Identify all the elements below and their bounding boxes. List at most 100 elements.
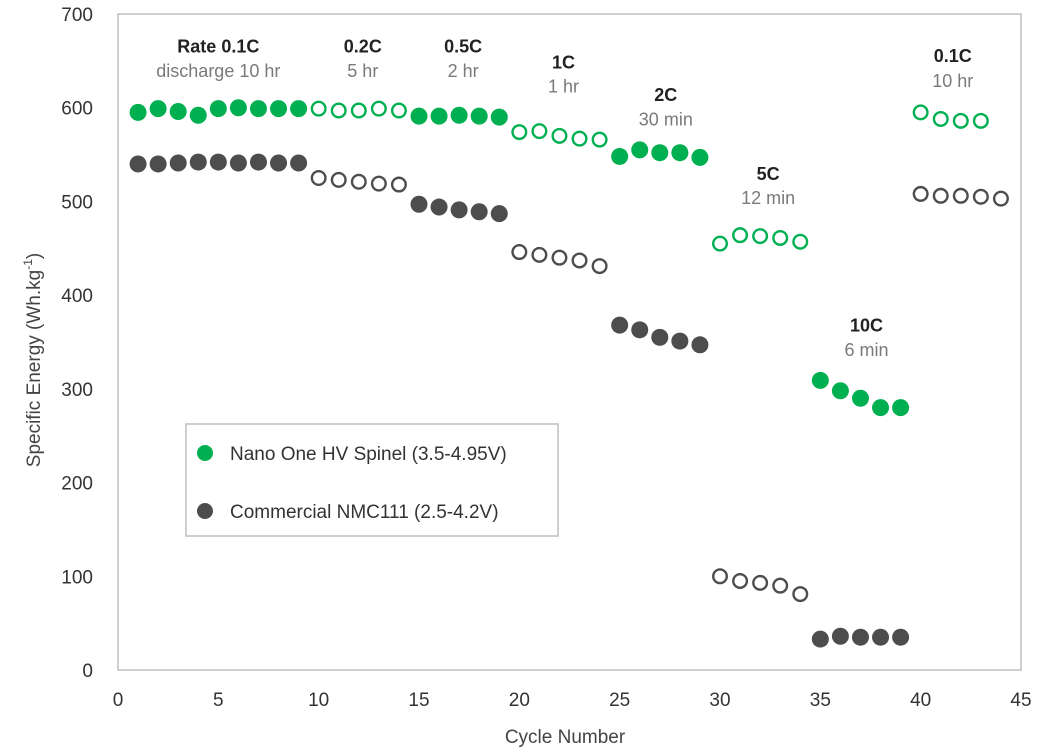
legend-label-spinel: Nano One HV Spinel (3.5-4.95V) xyxy=(230,444,507,465)
legend-marker-nmc111 xyxy=(197,503,213,519)
time-label: 30 min xyxy=(639,110,693,130)
plot-area xyxy=(117,13,1022,671)
nmc111-point xyxy=(450,201,468,219)
nmc111-point xyxy=(732,572,749,589)
nmc111-point xyxy=(831,627,849,645)
spinel-point xyxy=(792,233,809,250)
rate-label: 2C xyxy=(654,85,677,105)
spinel-point xyxy=(892,399,910,417)
x-tick-label: 15 xyxy=(408,690,429,711)
x-tick-label: 0 xyxy=(113,690,124,711)
nmc111-point xyxy=(310,169,327,186)
nmc111-point xyxy=(992,190,1009,207)
rate-label: Rate 0.1C xyxy=(177,36,259,56)
x-tick-label: 30 xyxy=(709,690,730,711)
spinel-point xyxy=(872,399,890,417)
nmc111-point xyxy=(811,630,829,648)
x-axis-ticks: 0 5 10 15 20 25 30 35 40 45 xyxy=(113,690,1032,711)
x-tick-label: 5 xyxy=(213,690,224,711)
spinel-point xyxy=(712,235,729,252)
rate-label: 0.5C xyxy=(444,36,482,56)
nmc111-point xyxy=(591,258,608,275)
spinel-point xyxy=(270,100,288,118)
legend-box xyxy=(185,423,559,537)
spinel-point xyxy=(972,112,989,129)
rate-label: 1C xyxy=(552,52,575,72)
spinel-point xyxy=(932,110,949,127)
rate-annotations: Rate 0.1C discharge 10 hr 0.2C 5 hr 0.5C 2 hr… xyxy=(156,36,973,360)
x-tick-label: 20 xyxy=(509,690,530,711)
y-tick-label: 300 xyxy=(61,380,93,401)
rate-label: 10C xyxy=(850,316,883,336)
nmc111-point xyxy=(611,316,629,334)
spinel-point xyxy=(470,107,488,125)
spinel-point xyxy=(831,382,849,400)
x-tick-label: 35 xyxy=(810,690,831,711)
nmc111-point xyxy=(189,153,207,171)
spinel-point xyxy=(671,144,689,162)
time-label: 1 hr xyxy=(548,77,579,97)
y-axis-label-end: ) xyxy=(24,253,45,259)
y-axis-label: Specific Energy (Wh.kg-1) xyxy=(21,253,45,467)
nmc111-point xyxy=(270,154,288,172)
spinel-point xyxy=(370,100,387,117)
spinel-point xyxy=(551,127,568,144)
y-tick-label: 500 xyxy=(61,192,93,213)
y-tick-label: 200 xyxy=(61,474,93,495)
nmc111-point xyxy=(792,586,809,603)
nmc111-point xyxy=(229,154,247,172)
nmc111-point xyxy=(892,628,910,646)
time-label: 10 hr xyxy=(932,71,973,91)
spinel-point xyxy=(591,131,608,148)
spinel-point xyxy=(952,112,969,129)
spinel-point xyxy=(430,107,448,125)
nmc111-point xyxy=(410,195,428,213)
nmc111-point xyxy=(872,628,890,646)
spinel-point xyxy=(490,108,508,126)
spinel-point xyxy=(691,148,709,166)
spinel-point xyxy=(631,141,649,159)
legend-label-nmc111: Commercial NMC111 (2.5-4.2V) xyxy=(230,502,499,523)
y-tick-label: 100 xyxy=(61,567,93,588)
spinel-point xyxy=(732,227,749,244)
nmc111-point xyxy=(490,205,508,223)
x-axis-label: Cycle Number xyxy=(505,727,626,748)
nmc111-point xyxy=(430,198,448,216)
nmc111-point xyxy=(972,188,989,205)
spinel-point xyxy=(129,103,147,121)
y-axis-label-main: Specific Energy (Wh.kg xyxy=(24,270,45,467)
rate-label: 5C xyxy=(757,164,780,184)
spinel-point xyxy=(149,100,167,118)
time-label: 6 min xyxy=(844,340,888,360)
y-axis-label-sup: -1 xyxy=(21,259,35,270)
spinel-point xyxy=(410,107,428,125)
legend: Nano One HV Spinel (3.5-4.95V) Commercia… xyxy=(185,423,559,537)
rate-label: 0.2C xyxy=(344,36,382,56)
spinel-point xyxy=(229,99,247,117)
nmc111-point xyxy=(330,171,347,188)
spinel-point xyxy=(511,124,528,141)
nmc111-point xyxy=(129,155,147,173)
spinel-point xyxy=(169,102,187,120)
data-points xyxy=(129,99,1009,648)
nmc111-point xyxy=(169,154,187,172)
x-tick-label: 25 xyxy=(609,690,630,711)
legend-marker-spinel xyxy=(197,445,213,461)
nmc111-point xyxy=(511,244,528,261)
spinel-point xyxy=(189,106,207,124)
y-axis-ticks: 0 100 200 300 400 500 600 700 xyxy=(61,5,93,682)
spinel-point xyxy=(611,147,629,165)
x-tick-label: 40 xyxy=(910,690,931,711)
nmc111-point xyxy=(350,173,367,190)
spinel-point xyxy=(752,228,769,245)
rate-label: 0.1C xyxy=(934,46,972,66)
nmc111-point xyxy=(209,153,227,171)
nmc111-point xyxy=(772,577,789,594)
nmc111-point xyxy=(290,154,308,172)
spinel-point xyxy=(249,100,267,118)
spinel-point xyxy=(912,104,929,121)
spinel-point xyxy=(350,102,367,119)
spinel-point xyxy=(310,100,327,117)
time-label: 2 hr xyxy=(448,61,479,81)
